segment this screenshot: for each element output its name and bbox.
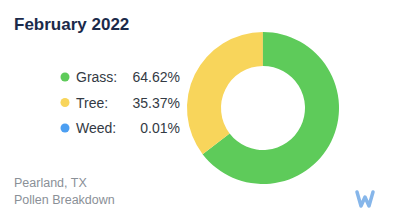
title: February 2022 (14, 15, 129, 34)
annotation: Pearland, TX (14, 176, 87, 190)
legend-value: 64.62% (133, 69, 180, 85)
legend-swatch (61, 98, 70, 107)
legend: Grass: 64.62% Tree: 35.37% Weed: 0.01% (61, 69, 181, 136)
background (0, 0, 400, 224)
legend-swatch (61, 124, 70, 133)
legend-label: Tree: (76, 95, 108, 111)
chart: February 2022 Grass: 64.62% Tree: 35.37% Weed… (0, 0, 400, 224)
legend-value: 35.37% (133, 95, 180, 111)
legend-label: Grass: (76, 69, 117, 85)
annotation: Pollen Breakdown (14, 193, 115, 207)
donut (187, 32, 339, 184)
donut-slice (262, 32, 263, 66)
legend-value: 0.01% (140, 120, 180, 136)
legend-swatch (61, 73, 70, 82)
logo (357, 192, 373, 206)
donut-slice (187, 32, 263, 154)
legend-label: Weed: (76, 120, 116, 136)
